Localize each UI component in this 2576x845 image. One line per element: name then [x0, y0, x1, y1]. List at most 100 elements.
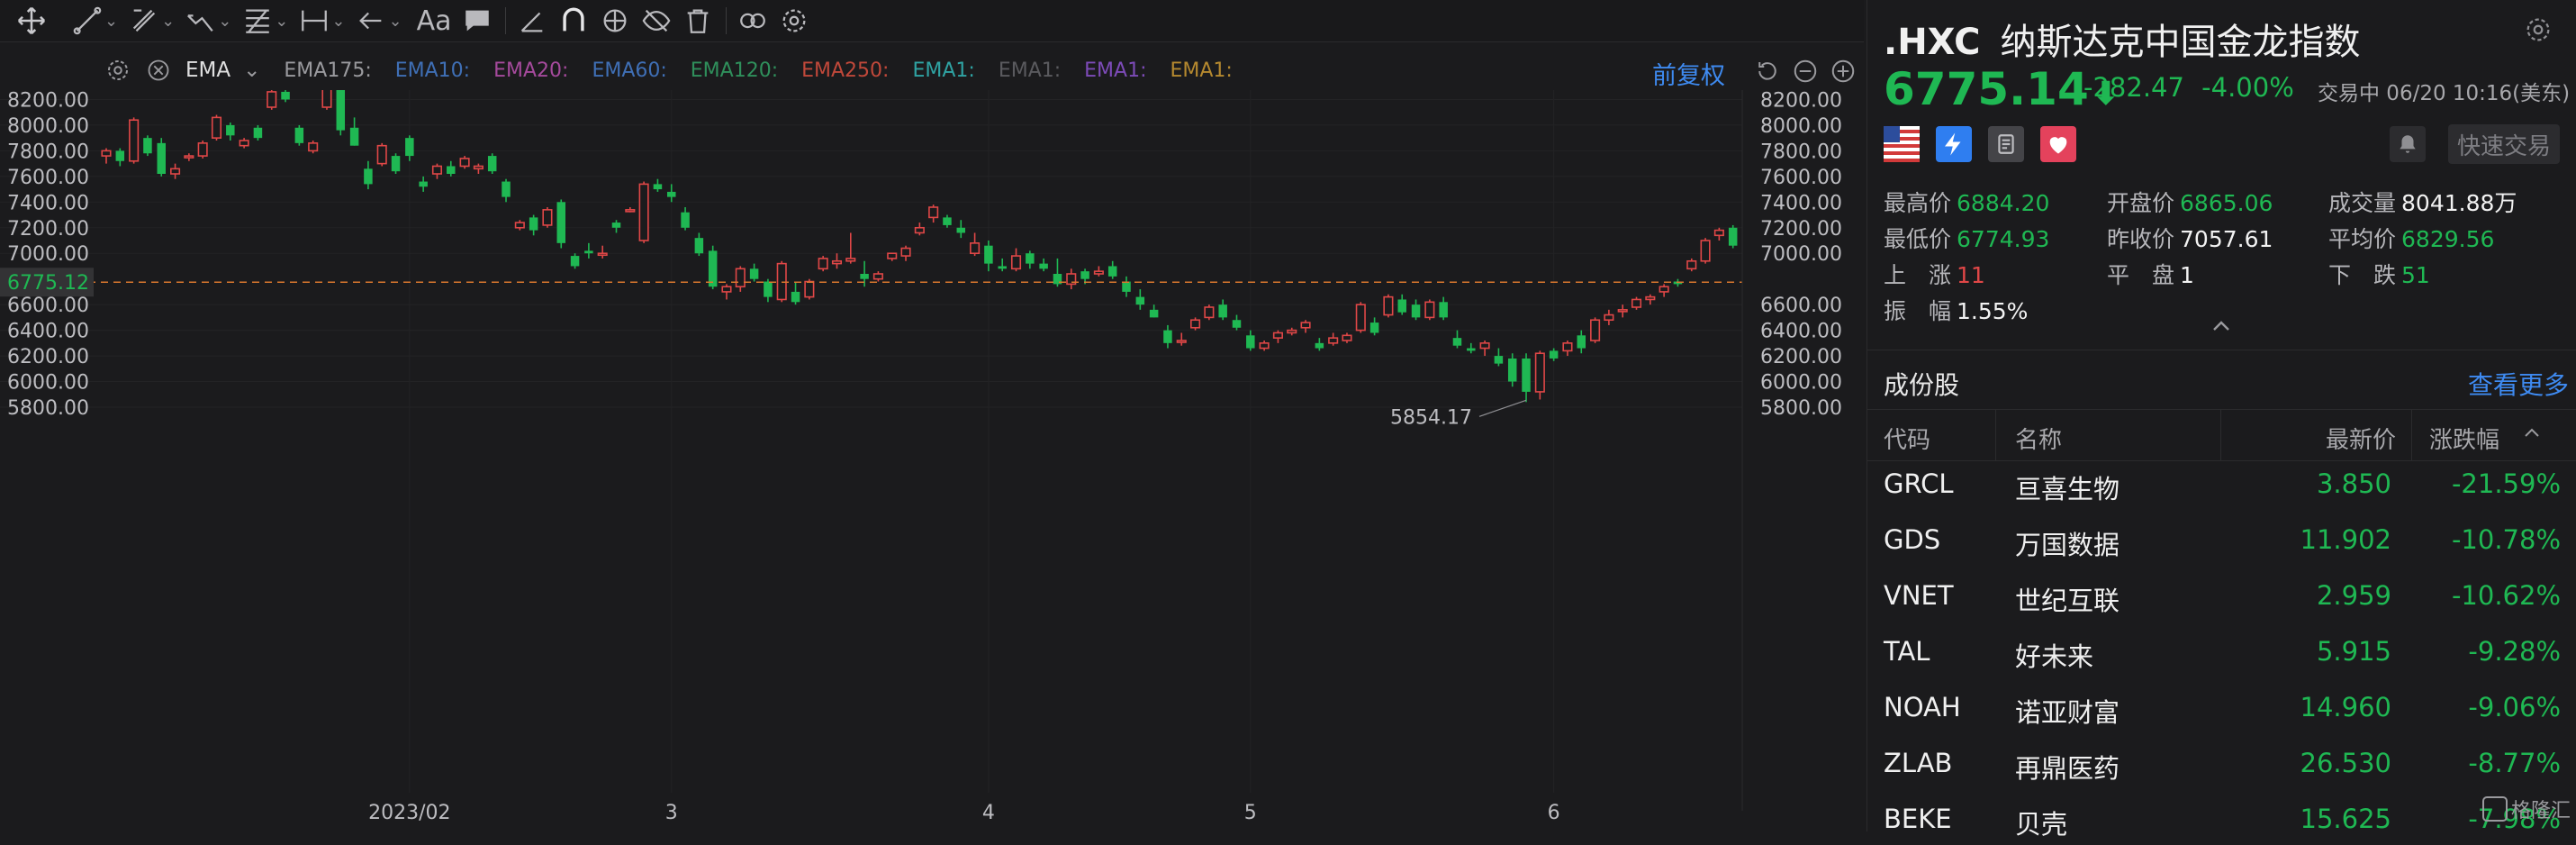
candle-body: [1176, 340, 1187, 343]
ema-legend-item[interactable]: EMA1:: [1170, 59, 1233, 82]
candle-body: [1686, 259, 1697, 270]
table-row[interactable]: ZLAB 再鼎医药 26.530 -8.77%: [1867, 739, 2576, 789]
candle-body: [1328, 337, 1339, 344]
candle-body: [764, 281, 773, 297]
settings-icon[interactable]: [2523, 14, 2553, 49]
candle-body: [570, 256, 580, 267]
reset-icon[interactable]: [1754, 58, 1781, 88]
see-more-link[interactable]: 查看更多: [2468, 370, 2570, 400]
trash-icon[interactable]: [682, 0, 713, 41]
ema-legend-item[interactable]: EMA120:: [690, 59, 779, 82]
chevron-down-icon[interactable]: ⌄: [161, 11, 176, 31]
quote-panel: .HXC 纳斯达克中国金龙指数 6775.14 ⬇ -282.47 -4.00% 交…: [1866, 0, 2576, 840]
candlestick-chart[interactable]: 6775.126775.128320.485854.17 8400.008400…: [0, 90, 1864, 831]
cell-price: 26.530: [2300, 748, 2391, 778]
table-row[interactable]: BEKE 贝壳 15.625 -7.98%: [1867, 795, 2576, 845]
magnet-icon[interactable]: [558, 0, 589, 41]
gear-icon[interactable]: [779, 0, 809, 41]
ema-legend-item[interactable]: EMA1:: [998, 59, 1062, 82]
table-row[interactable]: GRCL 亘喜生物 3.850 -21.59%: [1867, 459, 2576, 510]
candle-body: [1369, 323, 1379, 333]
zoom-in-icon[interactable]: [1830, 58, 1857, 88]
table-row[interactable]: NOAH 诺亚财富 14.960 -9.06%: [1867, 683, 2576, 733]
eye-off-icon[interactable]: [641, 0, 672, 41]
candle: [349, 117, 359, 146]
ema-legend-item[interactable]: EMA10:: [394, 59, 471, 82]
toolbar-divider: [505, 7, 507, 34]
table-row[interactable]: VNET 世纪互联 2.959 -10.62%: [1867, 571, 2576, 622]
candle-body: [529, 217, 538, 231]
ema-legend-item[interactable]: EMA175:: [284, 59, 372, 82]
cell-name: 万国数据: [2015, 530, 2120, 560]
eye-icon[interactable]: [600, 0, 630, 41]
document-icon[interactable]: [1988, 126, 2024, 162]
col-name[interactable]: 名称: [2015, 427, 2063, 454]
lightning-icon[interactable]: [1936, 126, 1972, 162]
polyline-icon[interactable]: ⌄: [185, 0, 231, 41]
candle: [653, 178, 663, 192]
col-code[interactable]: 代码: [1884, 427, 1931, 454]
candle-body: [1107, 266, 1117, 277]
bell-icon[interactable]: [2390, 126, 2426, 162]
link-icon[interactable]: [737, 0, 768, 41]
adjust-type-button[interactable]: 前复权: [1652, 62, 1725, 90]
candle: [1259, 341, 1270, 351]
channel-icon[interactable]: ⌄: [129, 0, 175, 41]
fib-icon[interactable]: ⌄: [242, 0, 288, 41]
stat-volume: 成交量 8041.88万: [2328, 190, 2517, 216]
x-tick-label: 5: [1244, 802, 1257, 824]
comment-icon[interactable]: [462, 0, 493, 41]
chart-area[interactable]: ⌄ ⌄ ⌄ ⌄ ⌄ ⌄ Aa: [0, 0, 1864, 831]
ema-legend-item[interactable]: EMA20:: [493, 59, 569, 82]
candle: [791, 281, 800, 305]
candle: [667, 184, 676, 203]
ema-legend-item[interactable]: EMA250:: [801, 59, 890, 82]
table-row[interactable]: TAL 好未来 5.915 -9.28%: [1867, 627, 2576, 677]
trend-line-icon[interactable]: ⌄: [72, 0, 118, 41]
y-tick-label-left: 6600.00: [7, 295, 89, 317]
quick-trade-button[interactable]: 快速交易: [2448, 124, 2560, 164]
ema-legend-item[interactable]: EMA60:: [592, 59, 667, 82]
settings-icon[interactable]: [104, 57, 131, 84]
candle-body: [197, 142, 208, 157]
col-price[interactable]: 最新价: [2326, 427, 2397, 454]
indicator-select[interactable]: EMA ⌄: [185, 59, 260, 82]
candle-body: [1232, 320, 1242, 328]
close-icon[interactable]: [146, 58, 171, 83]
zoom-out-icon[interactable]: [1792, 58, 1819, 88]
chevron-down-icon[interactable]: ⌄: [218, 11, 232, 31]
index-name: 纳斯达克中国金龙指数: [2000, 22, 2361, 63]
col-change[interactable]: 涨跌幅: [2429, 427, 2500, 454]
candle-body: [1700, 240, 1711, 262]
y-tick-label-left: 7600.00: [7, 167, 89, 189]
arrow-left-icon[interactable]: ⌄: [356, 0, 402, 41]
candle-body: [1494, 356, 1504, 364]
candle-body: [556, 202, 566, 243]
chevron-down-icon[interactable]: ⌄: [331, 11, 346, 31]
x-tick-label: 2023/02: [368, 802, 450, 824]
candle-body: [473, 165, 484, 170]
candle-body: [831, 259, 843, 265]
table-row[interactable]: GDS 万国数据 11.902 -10.78%: [1867, 515, 2576, 566]
candle-body: [1066, 273, 1077, 286]
candle: [1300, 320, 1311, 333]
sort-arrow-icon[interactable]: [2520, 420, 2544, 453]
chevron-down-icon[interactable]: ⌄: [275, 11, 289, 31]
candle: [1369, 317, 1379, 336]
move-cross-icon[interactable]: [16, 0, 47, 41]
text-icon[interactable]: Aa: [416, 5, 452, 37]
measure-icon[interactable]: ⌄: [299, 0, 345, 41]
chevron-down-icon[interactable]: ⌄: [388, 11, 402, 31]
y-tick-label-left: 7400.00: [7, 192, 89, 214]
ema-legend-item[interactable]: EMA1:: [912, 59, 975, 82]
ema-legend-item[interactable]: EMA1:: [1084, 59, 1147, 82]
collapse-caret-icon[interactable]: [2208, 317, 2235, 339]
chevron-down-icon[interactable]: ⌄: [104, 11, 119, 31]
pen-icon[interactable]: [517, 0, 547, 41]
candle-body: [1631, 298, 1642, 308]
candle-body: [1204, 306, 1215, 319]
y-axis: 8400.008400.008200.008200.008000.008000.…: [7, 90, 1864, 831]
candle-body: [1010, 255, 1022, 270]
favorite-heart-icon[interactable]: [2040, 126, 2076, 162]
